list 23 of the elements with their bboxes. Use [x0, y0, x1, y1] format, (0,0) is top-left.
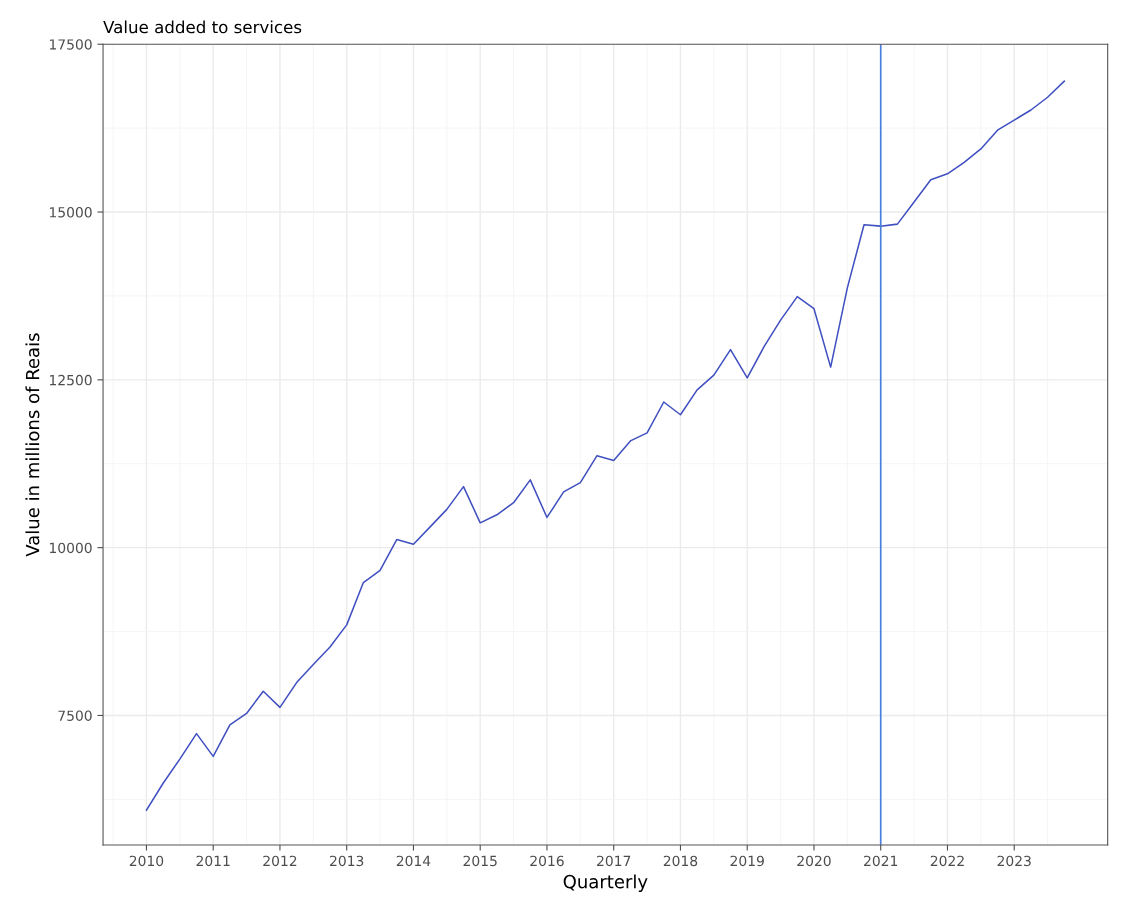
- x-tick-label: 2014: [396, 855, 431, 867]
- y-tick-label: 17500: [49, 39, 92, 50]
- y-tick-label: 12500: [49, 374, 92, 386]
- x-tick-label: 2013: [330, 855, 364, 867]
- x-tick-label: 2010: [129, 855, 164, 867]
- chart-title: Value added to services: [103, 20, 302, 34]
- x-tick-label: 2012: [263, 855, 297, 867]
- x-tick-label: 2023: [997, 855, 1031, 867]
- x-tick-label: 2015: [463, 855, 497, 867]
- x-tick-label: 2019: [730, 855, 764, 867]
- x-tick-label: 2018: [663, 855, 698, 867]
- y-tick-label: 10000: [49, 542, 92, 554]
- x-tick-label: 2016: [530, 855, 564, 867]
- y-tick-label: 15000: [49, 207, 92, 218]
- x-tick-label: 2021: [864, 855, 898, 867]
- y-axis-title: Value in millions of Reais: [25, 333, 40, 557]
- x-axis-title: Quarterly: [563, 874, 648, 892]
- line-series: [145, 80, 1066, 811]
- x-tick-label: 2017: [597, 855, 631, 867]
- y-tick-label: 7500: [58, 710, 92, 721]
- x-tick-label: 2020: [797, 855, 831, 867]
- x-tick-label: 2022: [930, 855, 964, 867]
- x-tick-label: 2011: [196, 855, 230, 867]
